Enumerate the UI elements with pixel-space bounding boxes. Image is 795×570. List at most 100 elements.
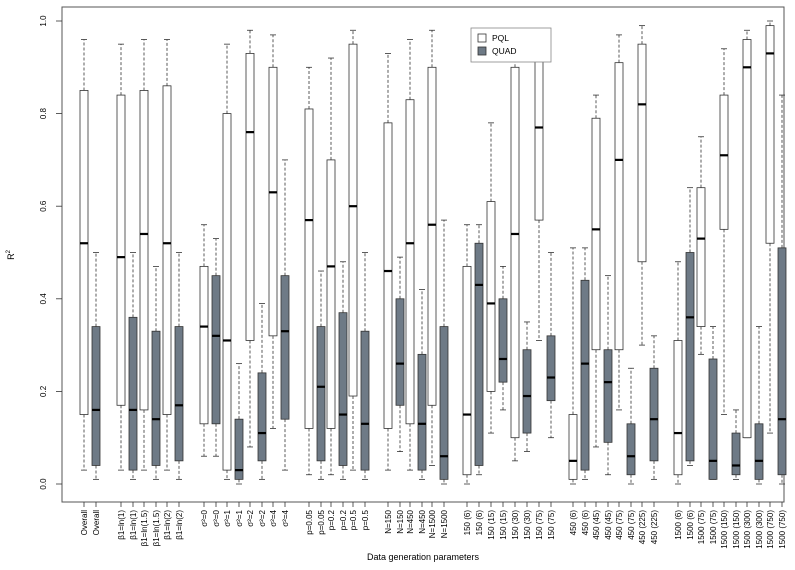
quad-box-iqr-box xyxy=(685,252,695,462)
x-tick-label: σ²=4 xyxy=(281,509,290,526)
legend-swatch-quad xyxy=(477,46,487,56)
x-tick-label: 1500 (6) xyxy=(674,510,683,540)
x-tick-label: 150 (6) xyxy=(463,510,472,536)
quad-box-iqr-box xyxy=(626,423,636,476)
pql-box xyxy=(79,39,89,471)
legend-box xyxy=(470,27,552,63)
pql-box-iqr-box xyxy=(304,108,314,429)
pql-box-iqr-box xyxy=(614,62,624,351)
pql-box xyxy=(383,53,393,471)
x-tick-label: p=0.2 xyxy=(339,509,348,530)
quad-box xyxy=(474,224,484,476)
pql-box xyxy=(614,34,624,411)
quad-box-iqr-box xyxy=(708,358,718,480)
quad-box-iqr-box xyxy=(580,279,590,471)
x-tick-label: p=0.2 xyxy=(327,509,336,530)
quad-box xyxy=(417,289,427,480)
pql-box xyxy=(510,34,520,462)
x-tick-label: 150 (15) xyxy=(487,510,496,540)
quad-box xyxy=(731,409,741,480)
pql-box-iqr-box xyxy=(326,159,336,429)
pql-box-iqr-box xyxy=(199,265,209,425)
x-tick-label: N=450 xyxy=(418,509,427,533)
quad-box xyxy=(360,252,370,480)
pql-box xyxy=(326,57,336,476)
pql-box xyxy=(304,66,314,476)
x-tick-label: 1500 (300) xyxy=(755,510,764,549)
pql-box xyxy=(139,39,149,471)
pql-box-iqr-box xyxy=(116,94,126,406)
pql-box xyxy=(268,34,278,429)
quad-box-iqr-box xyxy=(257,372,267,462)
pql-box-iqr-box xyxy=(348,43,358,397)
y-tick-label: 0.0 xyxy=(39,478,48,490)
x-tick-label: Overall xyxy=(92,510,101,536)
x-tick-label: 150 (30) xyxy=(523,510,532,540)
pql-box xyxy=(719,48,729,415)
x-tick-label: σ²=2 xyxy=(258,509,267,526)
quad-box-iqr-box xyxy=(91,326,101,466)
x-tick-label: 150 (15) xyxy=(499,510,508,540)
pql-box-iqr-box xyxy=(696,187,706,327)
legend-label-quad: QUAD xyxy=(492,46,517,56)
x-tick-label: 1500 (150) xyxy=(720,510,729,549)
x-tick-label: σ²=1 xyxy=(223,509,232,526)
quad-box xyxy=(257,303,267,480)
pql-box-iqr-box xyxy=(568,414,578,480)
x-tick-label: 150 (6) xyxy=(475,510,484,536)
pql-box-iqr-box xyxy=(486,201,496,392)
pql-box-iqr-box xyxy=(222,113,232,471)
pql-box xyxy=(742,29,752,439)
quad-box-iqr-box xyxy=(649,367,659,462)
pql-box-iqr-box xyxy=(742,39,752,439)
quad-box-iqr-box xyxy=(395,298,405,406)
quad-box xyxy=(546,252,556,439)
quad-box xyxy=(128,252,138,480)
quad-box-iqr-box xyxy=(731,432,741,476)
quad-box xyxy=(603,275,613,476)
x-tick-label: p=0.5 xyxy=(349,509,358,530)
x-tick-label: 150 (30) xyxy=(511,510,520,540)
pql-box xyxy=(427,29,437,466)
x-tick-label: 1500 (300) xyxy=(743,510,752,549)
x-tick-label: 1500 (750) xyxy=(766,510,775,549)
x-tick-label: p=0.5 xyxy=(361,509,370,530)
quad-box xyxy=(174,252,184,480)
pql-box-iqr-box xyxy=(510,66,520,439)
x-tick-label: 1500 (750) xyxy=(778,510,787,549)
quad-box-iqr-box xyxy=(522,349,532,434)
quad-box-iqr-box xyxy=(417,353,427,471)
x-tick-label: β1=ln(1.5) xyxy=(140,510,149,547)
y-tick-label: 1.0 xyxy=(39,15,48,27)
pql-box xyxy=(534,29,544,341)
x-tick-label: 150 (75) xyxy=(547,510,556,540)
pql-box xyxy=(405,39,415,471)
pql-box-iqr-box xyxy=(719,94,729,230)
quad-box xyxy=(91,252,101,480)
quad-box xyxy=(316,270,326,480)
pql-box xyxy=(637,25,647,346)
x-tick-labels: Overall Overall β1=ln(1) β1=ln(1) β1=ln(1.5)… xyxy=(80,502,787,549)
quad-box xyxy=(439,219,449,485)
pql-box xyxy=(462,224,472,485)
pql-box xyxy=(162,39,172,471)
quad-box xyxy=(685,187,695,466)
pql-box xyxy=(348,29,358,471)
pql-box-iqr-box xyxy=(79,90,89,415)
pql-box-iqr-box xyxy=(637,43,647,263)
x-tick-label: 1500 (150) xyxy=(732,510,741,549)
quad-box-iqr-box xyxy=(474,242,484,466)
pql-box xyxy=(222,43,232,480)
quad-box xyxy=(280,159,290,471)
legend-label-pql: PQL xyxy=(492,33,509,43)
y-axis-label: R2 xyxy=(6,249,16,260)
x-tick-label: σ²=4 xyxy=(269,509,278,526)
quad-box xyxy=(338,261,348,480)
quad-box-iqr-box xyxy=(777,247,787,476)
x-tick-label: β1=ln(2) xyxy=(175,510,184,540)
quad-box xyxy=(522,321,532,452)
pql-box-iqr-box xyxy=(673,340,683,476)
quad-box-iqr-box xyxy=(211,275,221,425)
quad-box xyxy=(395,256,405,452)
